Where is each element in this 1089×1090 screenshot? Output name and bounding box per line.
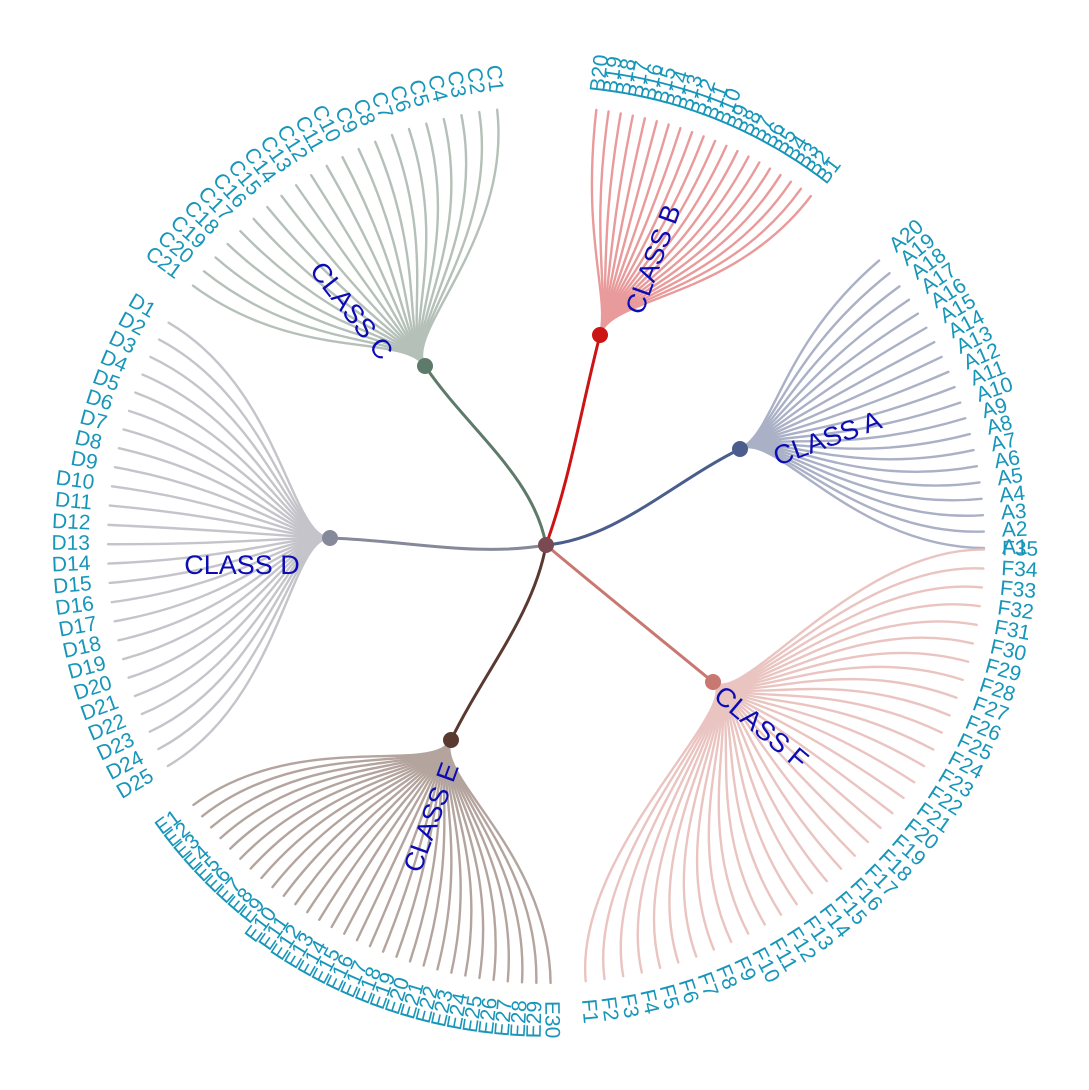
node-class-c [417,358,433,374]
nodes [322,327,748,748]
leaf-label-b20: B20 [586,53,613,93]
leaf-branch-d25 [166,536,332,768]
leaf-label-a4: A4 [998,482,1026,508]
node-class-a [732,441,748,457]
leaf-label-e26: E26 [475,996,502,1036]
leaf-label-d11: D11 [54,488,93,514]
class-label-d: CLASS D [184,550,300,580]
leaf-label-f33: F33 [999,577,1037,603]
leaf-label-f3: F3 [616,992,643,1020]
branch-class-d [329,536,547,551]
leaf-label-a2: A2 [1001,518,1027,542]
leaf-branch-f35 [711,548,986,686]
node-class-b [592,327,608,343]
node-class-f [705,674,721,690]
leaf-label-f32: F32 [996,596,1035,624]
branch-class-e [449,544,548,741]
leaf-label-b19: B19 [599,55,627,95]
leaf-branch-c21 [191,284,427,368]
leaf-label-f4: F4 [635,987,663,1016]
node-class-d [322,530,338,546]
leaf-label-d12: D12 [52,510,92,535]
leaf-label-e30: E30 [540,1001,563,1039]
leaf-label-f34: F34 [1001,557,1039,582]
leaf-label-f35: F35 [1002,537,1038,560]
leaf-label-c1: C1 [482,64,508,93]
class-branches [329,334,741,741]
node-class-e [443,732,459,748]
leaf-label-a7: A7 [988,428,1018,456]
leaf-label-c3: C3 [442,69,470,100]
branch-class-a [545,447,741,547]
branch-class-c [423,365,548,546]
leaf-label-d15: D15 [52,572,92,598]
leaf-branch-d1 [167,321,332,540]
leaf-label-f2: F2 [596,995,622,1022]
leaf-label-e29: E29 [523,1001,547,1039]
leaf-label-d14: D14 [51,552,91,577]
leaf-label-c2: C2 [462,66,489,96]
leaf-branch-b20 [590,108,604,337]
leaf-label-e28: E28 [507,1000,532,1039]
leaf-branch-e30 [448,738,552,985]
leaf-label-d13: D13 [51,532,90,555]
leaf-label-d10: D10 [55,466,96,494]
branch-class-f [545,543,714,684]
leaf-label-a1: A1 [1002,536,1028,559]
leaf-label-e27: E27 [491,998,517,1037]
root-node [538,537,554,553]
leaf-label-e25: E25 [459,994,487,1034]
leaf-label-d9: D9 [69,447,100,474]
leaf-label-a5: A5 [996,464,1025,490]
leaf-branches [106,108,986,985]
leaf-branch-a20 [738,259,881,451]
branch-class-b [544,334,602,546]
leaf-label-a3: A3 [1000,500,1027,525]
leaf-branch-c1 [420,108,500,368]
leaf-label-f1: F1 [577,998,602,1024]
leaf-label-a6: A6 [992,446,1021,473]
leaf-label-d16: D16 [54,592,95,620]
leaf-branch-d2 [157,338,332,540]
